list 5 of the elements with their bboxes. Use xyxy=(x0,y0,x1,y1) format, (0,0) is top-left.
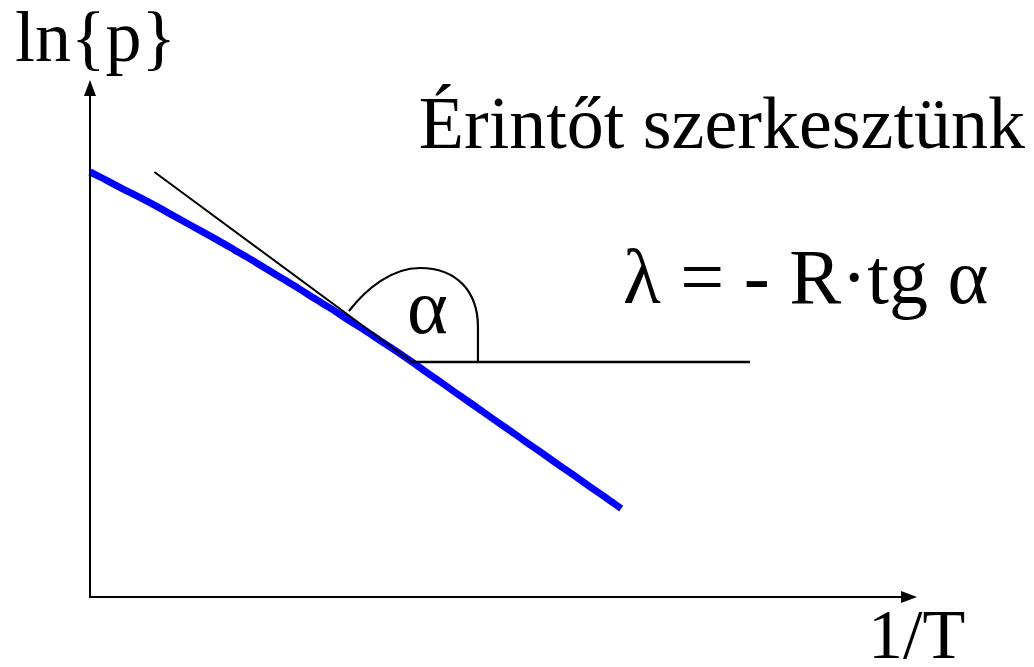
y-axis-title: ln{p} xyxy=(15,0,177,78)
annotation: λ = - R·tg α xyxy=(623,232,989,320)
x-axis-title: 1/T xyxy=(868,595,966,667)
chart-title: Érintőt szerkesztünk xyxy=(418,81,1025,164)
annotation: α xyxy=(407,262,448,350)
